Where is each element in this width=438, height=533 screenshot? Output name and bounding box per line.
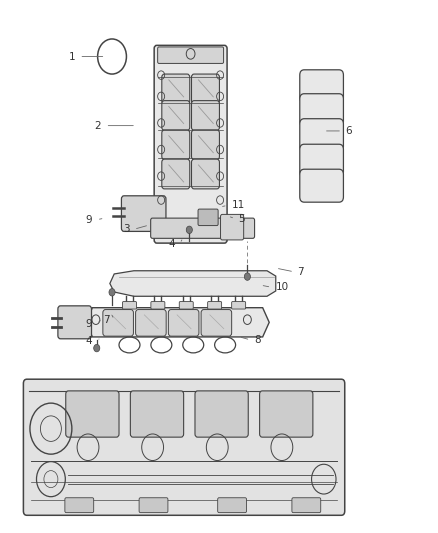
FancyBboxPatch shape — [139, 498, 168, 513]
FancyBboxPatch shape — [103, 310, 134, 336]
Text: 9: 9 — [86, 319, 92, 329]
Text: 7: 7 — [103, 314, 110, 325]
Text: 4: 4 — [169, 239, 175, 248]
FancyBboxPatch shape — [179, 302, 193, 309]
FancyBboxPatch shape — [300, 144, 343, 177]
FancyBboxPatch shape — [201, 310, 232, 336]
Circle shape — [94, 344, 100, 352]
FancyBboxPatch shape — [300, 94, 343, 127]
FancyBboxPatch shape — [136, 310, 166, 336]
FancyBboxPatch shape — [195, 391, 248, 437]
FancyBboxPatch shape — [66, 391, 119, 437]
FancyBboxPatch shape — [300, 119, 343, 152]
FancyBboxPatch shape — [154, 45, 227, 243]
Text: 2: 2 — [95, 120, 101, 131]
FancyBboxPatch shape — [65, 498, 94, 513]
FancyBboxPatch shape — [232, 302, 246, 309]
FancyBboxPatch shape — [191, 159, 219, 189]
FancyBboxPatch shape — [300, 70, 343, 103]
Text: 5: 5 — [239, 214, 245, 224]
Text: 11: 11 — [232, 200, 245, 211]
FancyBboxPatch shape — [198, 209, 218, 225]
FancyBboxPatch shape — [58, 306, 92, 339]
Circle shape — [109, 288, 115, 296]
Text: 9: 9 — [86, 215, 92, 225]
Text: 1: 1 — [68, 52, 75, 61]
FancyBboxPatch shape — [123, 302, 137, 309]
FancyBboxPatch shape — [218, 498, 247, 513]
Circle shape — [186, 226, 192, 233]
FancyBboxPatch shape — [162, 130, 190, 160]
FancyBboxPatch shape — [191, 130, 219, 160]
Text: 10: 10 — [276, 282, 289, 292]
FancyBboxPatch shape — [191, 74, 219, 104]
FancyBboxPatch shape — [162, 74, 190, 104]
FancyBboxPatch shape — [151, 302, 165, 309]
FancyBboxPatch shape — [300, 169, 343, 202]
FancyBboxPatch shape — [121, 196, 166, 231]
Text: 8: 8 — [254, 335, 261, 345]
FancyBboxPatch shape — [292, 498, 321, 513]
FancyBboxPatch shape — [208, 302, 222, 309]
FancyBboxPatch shape — [220, 214, 244, 240]
Text: 7: 7 — [297, 267, 304, 277]
Text: 4: 4 — [86, 336, 92, 346]
Polygon shape — [110, 271, 276, 296]
FancyBboxPatch shape — [158, 47, 223, 63]
FancyBboxPatch shape — [260, 391, 313, 437]
FancyBboxPatch shape — [23, 379, 345, 515]
Text: 6: 6 — [346, 126, 352, 136]
FancyBboxPatch shape — [191, 101, 219, 131]
FancyBboxPatch shape — [131, 391, 184, 437]
Polygon shape — [86, 308, 269, 337]
FancyBboxPatch shape — [162, 101, 190, 131]
Circle shape — [186, 49, 195, 59]
FancyBboxPatch shape — [151, 218, 254, 238]
FancyBboxPatch shape — [162, 159, 190, 189]
FancyBboxPatch shape — [168, 310, 199, 336]
Circle shape — [244, 273, 251, 280]
Text: 3: 3 — [123, 224, 130, 235]
